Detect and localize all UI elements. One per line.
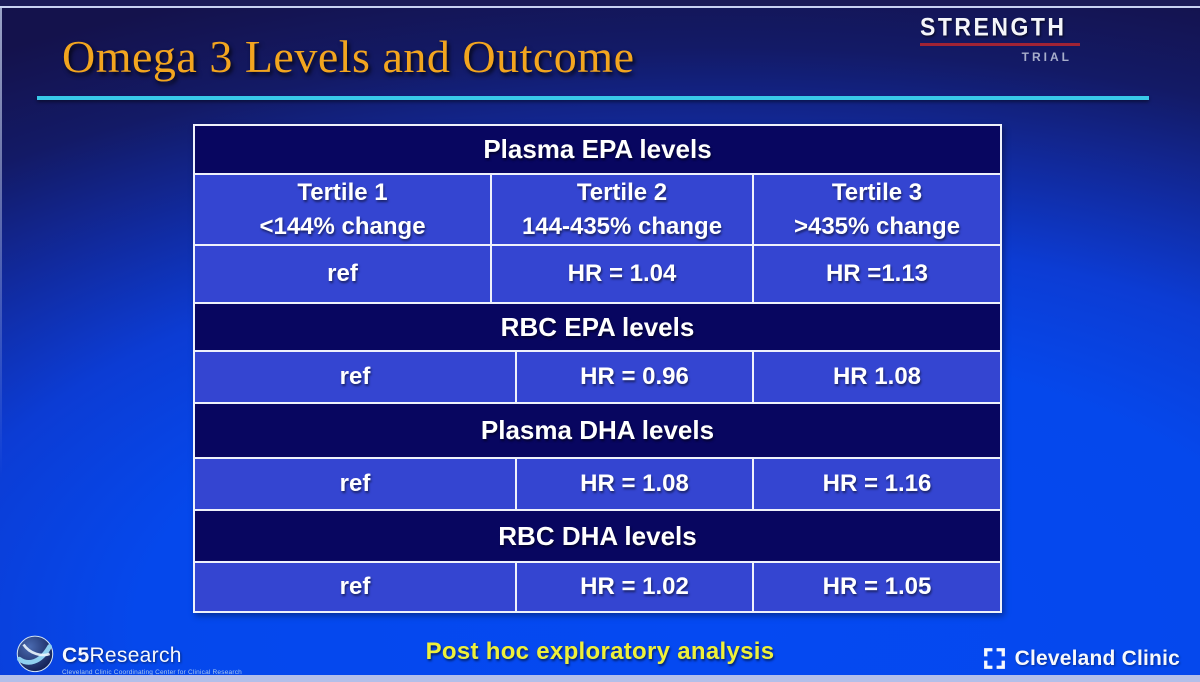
rbc-dha-hr-t2-cell: HR = 1.02 [517,563,752,611]
tertile-3-title: Tertile 3 [831,179,923,207]
section-header-rbc-epa: RBC EPA levels [195,304,1000,350]
plasma-dha-ref-cell: ref [195,459,515,509]
tertile-header-row: Tertile 1 <144% change Tertile 2 144-435… [195,175,1000,244]
strength-trial-logo: STRENGTH TRIAL [920,13,1084,64]
cleveland-clinic-logo: Cleveland Clinic [982,646,1180,671]
strength-logo-subtitle: TRIAL [1021,50,1072,64]
title-underline [37,96,1149,100]
table-row-rbc-epa-values: ref HR = 0.96 HR 1.08 [195,352,1000,402]
table-row-rbc-dha-values: ref HR = 1.02 HR = 1.05 [195,563,1000,611]
table-section-header-row: RBC EPA levels [195,304,1000,350]
footer-note: Post hoc exploratory analysis [425,638,775,665]
tertile-1-header: Tertile 1 <144% change [195,175,490,244]
frame-top-edge [0,0,1200,6]
rbc-epa-ref-cell: ref [195,352,515,402]
plasma-epa-ref-cell: ref [195,246,490,302]
table-section-header-row: Plasma DHA levels [195,404,1000,457]
tertile-2-title: Tertile 2 [576,179,668,207]
section-header-plasma-epa: Plasma EPA levels [195,126,1000,173]
tertile-3-header: Tertile 3 >435% change [754,175,1000,244]
tertile-1-range: <144% change [259,212,426,240]
c5-tagline: Cleveland Clinic Coordinating Center for… [62,668,242,676]
section-header-plasma-dha: Plasma DHA levels [195,404,1000,457]
tertile-2-header: Tertile 2 144-435% change [492,175,752,244]
tertile-3-range: >435% change [793,212,961,240]
section-header-rbc-dha: RBC DHA levels [195,511,1000,561]
table-row-plasma-epa-values: ref HR = 1.04 HR =1.13 [195,246,1000,302]
c5-rest: Research [89,643,182,667]
plasma-dha-hr-t3-cell: HR = 1.16 [754,459,1000,509]
page-title: Omega 3 Levels and Outcome [62,31,635,82]
table-section-header-row: Plasma EPA levels [195,126,1000,173]
cleveland-clinic-logo-text: Cleveland Clinic [1014,646,1180,670]
strength-logo-text: STRENGTH [920,13,1067,42]
rbc-epa-hr-t2-cell: HR = 0.96 [517,352,752,402]
c5research-logo-text: C5Research [62,644,242,668]
rbc-epa-hr-t3-cell: HR 1.08 [754,352,1000,402]
tertile-2-range: 144-435% change [521,212,723,240]
table-section-header-row: RBC DHA levels [195,511,1000,561]
strength-logo-red-bar [920,43,1080,46]
tertile-1-title: Tertile 1 [297,179,388,207]
omega3-results-table: Plasma EPA levels Tertile 1 <144% change… [193,124,1002,613]
frame-bottom-strip [0,675,1200,682]
frame-left-line [0,8,2,478]
frame-top-line [0,6,1200,8]
plasma-epa-hr-t3-cell: HR =1.13 [754,246,1000,302]
rbc-dha-ref-cell: ref [195,563,515,611]
rbc-dha-hr-t3-cell: HR = 1.05 [754,563,1000,611]
cleveland-clinic-bracket-icon [982,646,1007,671]
c5research-logo: C5Research Cleveland Clinic Coordinating… [14,633,242,682]
plasma-epa-hr-t2-cell: HR = 1.04 [492,246,752,302]
plasma-dha-hr-t2-cell: HR = 1.08 [517,459,752,509]
table-row-plasma-dha-values: ref HR = 1.08 HR = 1.16 [195,459,1000,509]
c5-prefix: C5 [62,643,90,667]
